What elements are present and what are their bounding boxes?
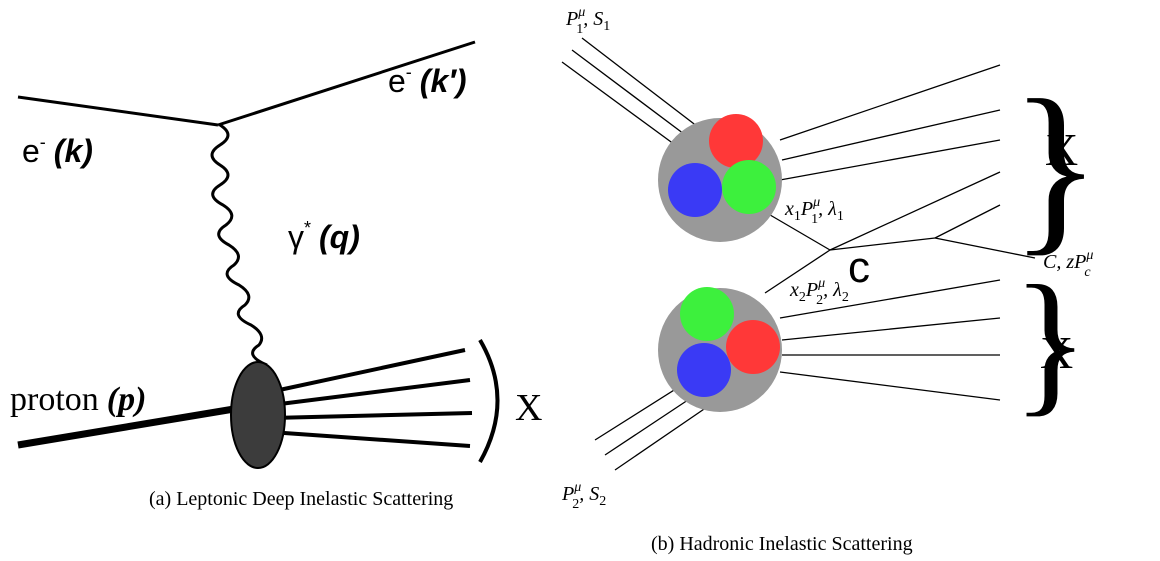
photon-line xyxy=(212,125,267,365)
quark-blue xyxy=(677,343,731,397)
jet-line xyxy=(782,110,1000,160)
bracket xyxy=(480,340,498,462)
beam-line xyxy=(572,50,692,140)
quark-green xyxy=(680,287,734,341)
diagram: X e-(k) e-(k′) γ*(q) proton(p) (a) Lepto… xyxy=(0,0,1160,561)
jet-line xyxy=(780,65,1000,140)
quark-line xyxy=(830,238,935,250)
beam-line xyxy=(615,405,710,470)
beam-line xyxy=(562,62,682,150)
jet-line xyxy=(780,140,1000,180)
caption: (a) Leptonic Deep Inelastic Scattering xyxy=(149,488,453,510)
proton-blob xyxy=(231,362,285,468)
quark-blue xyxy=(668,163,722,217)
quark-red xyxy=(726,320,780,374)
jet-line xyxy=(782,318,1000,340)
beam-line xyxy=(582,38,702,130)
electron-label: e-(k) xyxy=(22,132,93,169)
jet-line xyxy=(272,413,472,418)
caption: (b) Hadronic Inelastic Scattering xyxy=(651,533,913,555)
electron-line xyxy=(18,97,218,125)
quark-green xyxy=(722,160,776,214)
jet-line xyxy=(830,172,1000,250)
x-label: X xyxy=(515,387,542,429)
quark-red xyxy=(709,114,763,168)
x-label: X xyxy=(1045,124,1078,175)
jet-line xyxy=(935,205,1000,238)
jet-line xyxy=(270,432,470,446)
electron-label: e-(k′) xyxy=(388,62,467,99)
panel-a: X e-(k) e-(k′) γ*(q) proton(p) (a) Lepto… xyxy=(10,42,542,510)
photon-label: γ*(q) xyxy=(288,218,360,255)
quark-label: c xyxy=(848,243,870,292)
proton-label: proton(p) xyxy=(10,381,146,418)
jet-line xyxy=(780,372,1000,400)
x-label: X xyxy=(1040,327,1073,378)
